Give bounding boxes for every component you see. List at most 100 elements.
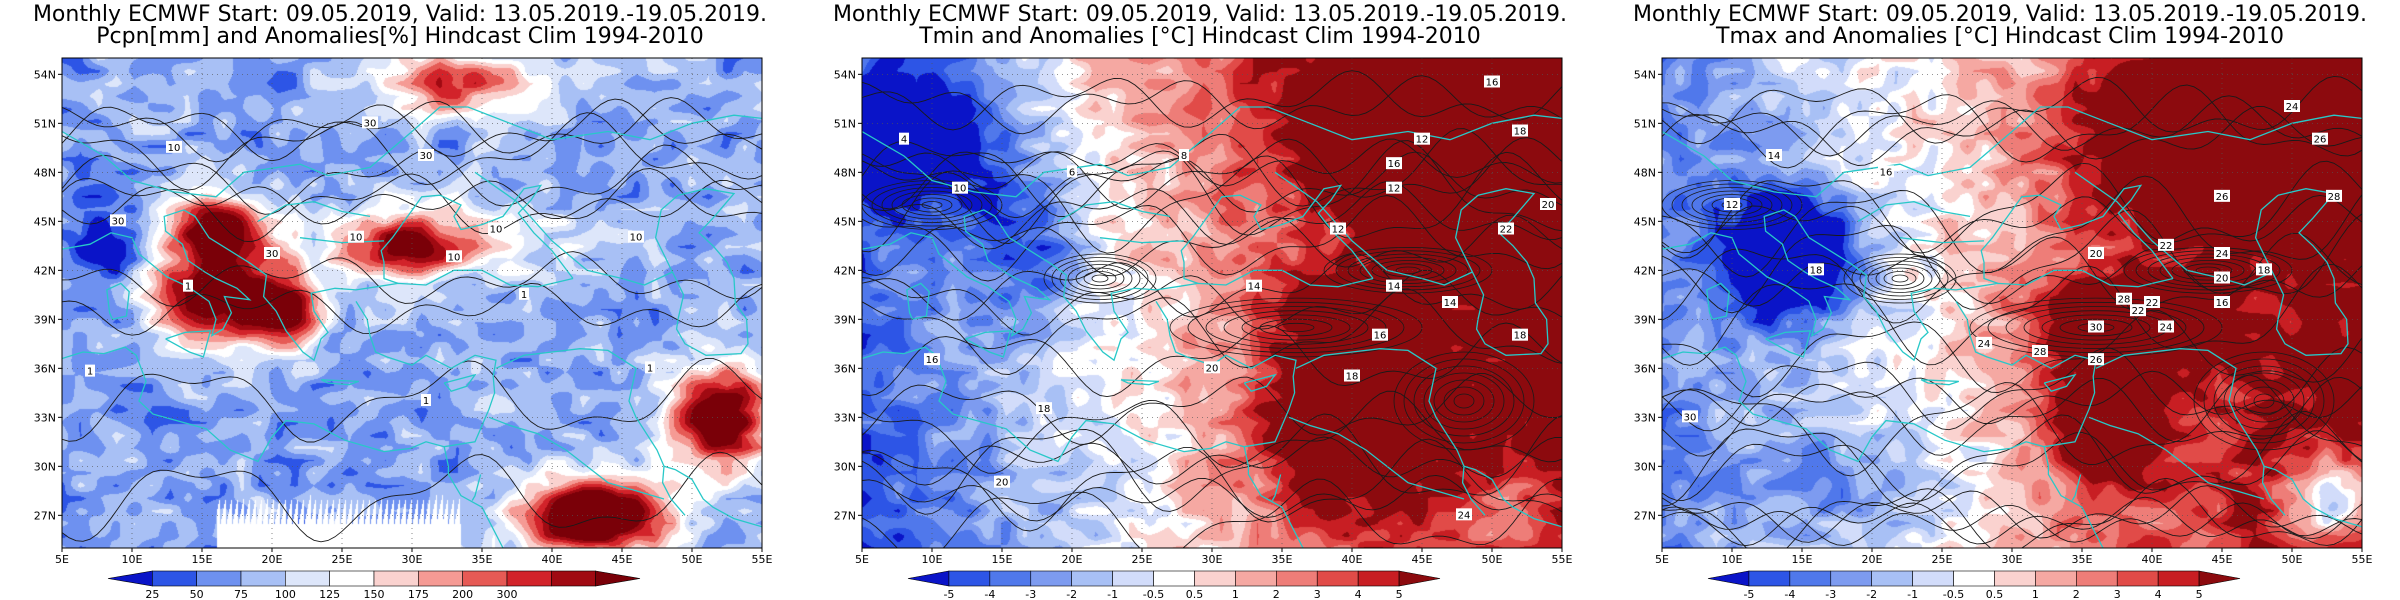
contour-label-bg [1512, 124, 1528, 137]
coastline [2095, 348, 2265, 467]
colorbar-segment [1912, 570, 1954, 587]
contour-label: 4 [901, 135, 907, 146]
contour-label-bg [418, 149, 434, 161]
x-tick-label: 55E [2352, 553, 2373, 566]
coastline [862, 301, 1297, 463]
contour-line [1662, 485, 2362, 543]
colorbar-segment [1707, 570, 1750, 587]
contour-label: 30 [420, 151, 433, 162]
contour-line [1075, 267, 1125, 290]
contour-labels: 24 26 28 26 22 24 16 18 20 22 24 26 28 30 12 14 16 18 20 22… [1682, 100, 2342, 423]
contour-line [1662, 309, 2362, 398]
contour-label: 30 [364, 118, 377, 129]
colorbar-tick-label: -2 [1066, 588, 1077, 600]
colorbar-segment [1953, 570, 1995, 587]
colorbar-segment [2116, 570, 2159, 587]
contour-line [62, 357, 762, 443]
contour-label-bg [2312, 132, 2328, 145]
coastline [1243, 373, 1277, 392]
contour-line [901, 194, 963, 216]
contour-label: 10 [630, 233, 643, 244]
chart-title: Monthly ECMWF Start: 09.05.2019, Valid: … [832, 2, 1568, 27]
x-tick-label: 15E [192, 553, 213, 566]
contour-label-bg [1976, 336, 1992, 349]
colorbar-tick-label: 4 [1355, 588, 1362, 600]
y-tick-label: 54N [1634, 68, 1656, 81]
coastline [1706, 282, 1730, 320]
axis-ticks: 5E 10E 15E 20E 25E 30E 35E 40E 45E 50E 55E 27N 30N 33… [1634, 68, 2373, 566]
x-tick-label: 45E [2212, 553, 2233, 566]
y-tick-label: 54N [834, 68, 856, 81]
contour-label-bg [2088, 247, 2104, 259]
coastline [1463, 465, 1562, 528]
coastline [299, 237, 385, 244]
coastline [1288, 416, 1465, 500]
coastline [2261, 466, 2286, 516]
contour-line [862, 128, 1562, 217]
x-tick-label: 40E [2142, 553, 2163, 566]
y-tick-label: 39N [834, 313, 856, 326]
coastline [443, 373, 477, 392]
contour-label: 6 [1069, 167, 1075, 178]
contour-label-bg [645, 361, 655, 374]
contour-label-bg [1682, 410, 1698, 423]
coastline [380, 184, 574, 285]
contour-label: 22 [2160, 241, 2173, 252]
y-tick-label: 45N [834, 215, 856, 228]
contour-label: 26 [2090, 355, 2103, 366]
colorbar-segment [948, 570, 991, 587]
contour-label: 12 [1726, 200, 1739, 211]
contour-line [862, 75, 1562, 135]
colorbar-segment [1235, 570, 1277, 587]
contour-line [2059, 318, 2133, 337]
coastline [471, 474, 482, 501]
coastline [62, 106, 762, 198]
x-tick-label: 20E [262, 553, 283, 566]
contour-label-bg [2284, 100, 2300, 112]
colorbar-segment [1316, 570, 1359, 587]
chart-title: Monthly ECMWF Start: 09.05.2019, Valid: … [1632, 2, 2368, 27]
contour-line [2041, 314, 2151, 341]
coastline [2254, 188, 2349, 356]
grid [62, 58, 762, 548]
contour-label-bg [2088, 353, 2104, 366]
contour-label-bg [1246, 279, 1262, 292]
y-tick-label: 33N [834, 411, 856, 424]
contour-label: 26 [2216, 192, 2229, 203]
x-tick-label: 45E [612, 553, 633, 566]
contour-line [1453, 393, 1475, 409]
contour-label: 24 [2160, 323, 2173, 334]
contour-label: 14 [1248, 282, 1261, 293]
contour-label: 20 [1206, 363, 1219, 374]
contour-label: 8 [1181, 151, 1187, 162]
coastline [1099, 237, 1185, 244]
contour-label-bg [628, 230, 644, 243]
x-tick-label: 10E [922, 553, 943, 566]
contour-line [1169, 297, 1423, 358]
contour-label-bg [2032, 345, 2048, 357]
contour-label-bg [1330, 222, 1346, 235]
y-tick-label: 45N [1634, 215, 1656, 228]
coastline [1662, 106, 2362, 198]
x-tick-label: 25E [332, 553, 353, 566]
contour-label-bg [1484, 75, 1500, 88]
coastline [2263, 465, 2362, 528]
contour-label: 16 [1880, 167, 1893, 178]
contour-label-bg [899, 132, 909, 145]
contour-label-bg [1036, 402, 1052, 415]
contour-line [62, 98, 762, 163]
contour-line [862, 70, 1562, 131]
colorbar-segment [1194, 570, 1236, 587]
contour-line [1433, 379, 1495, 423]
contour-label: 24 [2216, 249, 2229, 260]
x-tick-label: 15E [992, 553, 1013, 566]
contour-line [862, 438, 1562, 532]
colorbar-tick-label: 0.5 [1186, 588, 1204, 600]
coastline [320, 379, 360, 386]
contour-label: 1 [423, 396, 429, 407]
contour-label-bg [1442, 296, 1458, 308]
contour-line [1413, 365, 1515, 437]
colorbar-tick-label: -5 [1743, 588, 1754, 600]
coastline [1662, 301, 2097, 463]
colorbar-tick-label: -1 [1107, 588, 1118, 600]
